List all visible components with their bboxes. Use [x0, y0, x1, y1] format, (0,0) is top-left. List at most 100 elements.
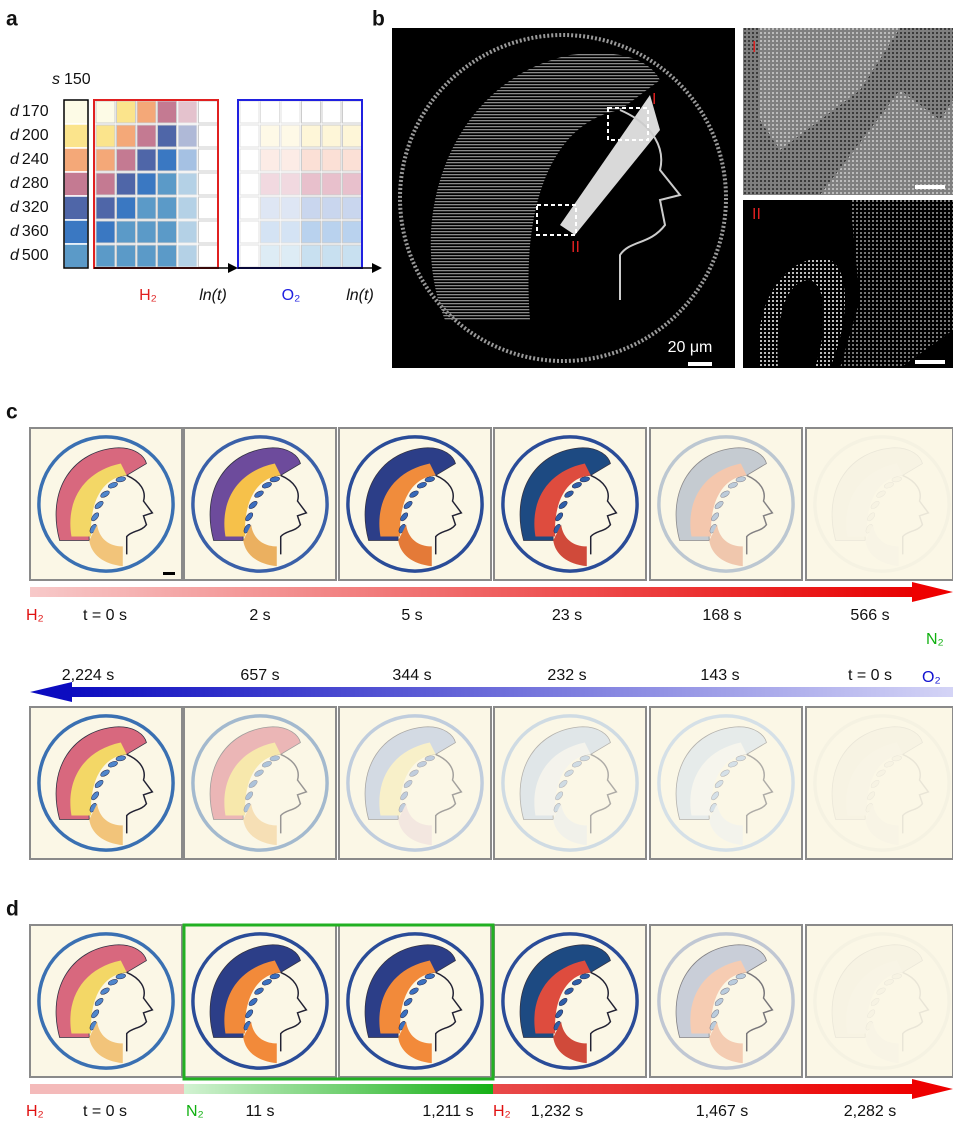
h2-cell: [158, 101, 177, 123]
o2-cell: [261, 245, 280, 267]
o2-cell: [343, 101, 362, 123]
h2-cell: [117, 125, 136, 147]
gas-label: O₂: [922, 669, 941, 686]
d-symbol: d: [10, 199, 20, 216]
scale-bar: [915, 185, 945, 189]
inset-label: II: [752, 206, 761, 223]
axis-label: ln(t): [199, 287, 227, 304]
o2-cell: [281, 245, 300, 267]
o2-cell: [240, 245, 259, 267]
o2-cell: [261, 101, 280, 123]
o2-cell: [302, 173, 321, 195]
gas-label: N₂: [926, 631, 944, 648]
o2-cell: [302, 245, 321, 267]
arrow-head: [912, 1079, 953, 1099]
h2-cell: [96, 197, 115, 219]
h2-cell: [158, 173, 177, 195]
swatch: [64, 100, 88, 124]
time-label: 1,211 s: [422, 1103, 473, 1120]
arrow-head: [372, 263, 382, 273]
o2-cell: [261, 149, 280, 171]
h2-cell: [137, 173, 156, 195]
h2-cell: [117, 245, 136, 267]
o2-cell: [343, 245, 362, 267]
time-label: t = 0 s: [83, 1103, 127, 1120]
scale-bar: [163, 572, 175, 575]
time-label: 1,467 s: [696, 1103, 748, 1120]
time-label: t = 0 s: [848, 667, 892, 684]
arrow-head: [912, 582, 953, 602]
h2-cell: [137, 197, 156, 219]
o2-cell: [322, 101, 341, 123]
h2-cell: [117, 221, 136, 243]
h2-cell: [178, 149, 197, 171]
o2-cell: [281, 149, 300, 171]
h2-cell: [199, 101, 218, 123]
h2-cell: [178, 221, 197, 243]
h2-cell: [178, 125, 197, 147]
o2-cell: [302, 221, 321, 243]
h2-cell: [199, 149, 218, 171]
h2-cell: [137, 221, 156, 243]
h2-cell: [199, 173, 218, 195]
d-label: d500: [10, 247, 49, 264]
h2-cell: [178, 245, 197, 267]
o2-cell: [343, 221, 362, 243]
h2-cell: [199, 197, 218, 219]
time-label: 2,224 s: [62, 667, 114, 684]
gas-label: O₂: [282, 287, 301, 304]
o2-cell: [322, 125, 341, 147]
h2-cell: [96, 125, 115, 147]
o2-cell: [302, 101, 321, 123]
h2-arrow: [30, 587, 920, 597]
d-value: 280: [22, 175, 49, 192]
gas-label: N₂: [186, 1103, 204, 1120]
h2-cell: [158, 221, 177, 243]
h2-cell: [199, 245, 218, 267]
o2-arrow: [70, 687, 953, 697]
swatch: [64, 124, 88, 148]
time-label: 5 s: [401, 607, 422, 624]
h2-cell: [178, 197, 197, 219]
o2-cell: [302, 197, 321, 219]
h2-segment: [493, 1084, 913, 1094]
h2-cell: [117, 173, 136, 195]
panel-label: b: [372, 8, 385, 31]
h2-cell: [158, 125, 177, 147]
h2-cell: [137, 125, 156, 147]
time-label: 168 s: [702, 607, 741, 624]
d-symbol: d: [10, 127, 20, 144]
h2-cell: [137, 101, 156, 123]
time-label: t = 0 s: [83, 607, 127, 624]
h2-cell: [96, 221, 115, 243]
panel-label: d: [6, 898, 19, 921]
o2-cell: [261, 125, 280, 147]
o2-cell: [322, 197, 341, 219]
time-label: 1,232 s: [531, 1103, 583, 1120]
gas-label: H₂: [139, 287, 157, 304]
swatch: [64, 220, 88, 244]
h2-cell: [96, 245, 115, 267]
d-symbol: d: [10, 151, 20, 168]
o2-cell: [240, 197, 259, 219]
o2-cell: [240, 149, 259, 171]
n2-segment: [184, 1084, 493, 1094]
h2-cell: [178, 101, 197, 123]
h2-cell: [158, 197, 177, 219]
h2-cell: [199, 125, 218, 147]
swatch: [64, 196, 88, 220]
time-label: 23 s: [552, 607, 582, 624]
o2-cell: [261, 197, 280, 219]
o2-cell: [343, 173, 362, 195]
o2-cell: [322, 173, 341, 195]
axis-label: ln(t): [346, 287, 374, 304]
d-value: 200: [22, 127, 49, 144]
inset-label: I: [752, 39, 756, 56]
o2-cell: [261, 173, 280, 195]
page: abcds150d170d200d240d280d320d360d500H₂O₂…: [0, 0, 953, 1124]
swatch: [64, 148, 88, 172]
